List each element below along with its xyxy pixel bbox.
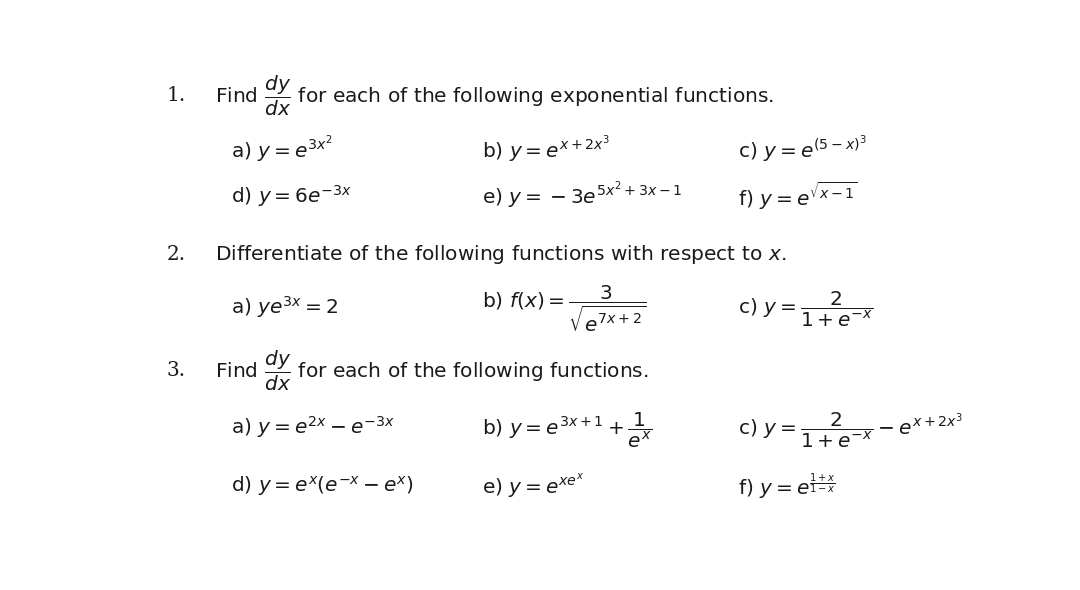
Text: $\mathrm{e)}\ y = -3e^{5x^2+3x-1}$: $\mathrm{e)}\ y = -3e^{5x^2+3x-1}$ [483, 181, 683, 211]
Text: 1.: 1. [166, 86, 186, 105]
Text: $\mathrm{b)}\ f(x) = \dfrac{3}{\sqrt{e^{7x+2}}}$: $\mathrm{b)}\ f(x) = \dfrac{3}{\sqrt{e^{… [483, 284, 647, 335]
Text: $\mathrm{c)}\ y = e^{(5-x)^3}$: $\mathrm{c)}\ y = e^{(5-x)^3}$ [738, 135, 866, 165]
Text: $\mathrm{d)}\ y = 6e^{-3x}$: $\mathrm{d)}\ y = 6e^{-3x}$ [231, 183, 352, 209]
Text: 2.: 2. [166, 245, 186, 264]
Text: $\mathrm{Find}\ \dfrac{dy}{dx}\ \mathrm{for\ each\ of\ the\ following\ functions: $\mathrm{Find}\ \dfrac{dy}{dx}\ \mathrm{… [215, 349, 648, 393]
Text: 3.: 3. [166, 361, 186, 380]
Text: $\mathrm{e)}\ y = e^{xe^x}$: $\mathrm{e)}\ y = e^{xe^x}$ [483, 473, 584, 500]
Text: $\mathrm{a)}\ y = e^{3x^2}$: $\mathrm{a)}\ y = e^{3x^2}$ [231, 135, 333, 165]
Text: $\mathrm{a)}\ y = e^{2x} - e^{-3x}$: $\mathrm{a)}\ y = e^{2x} - e^{-3x}$ [231, 415, 395, 440]
Text: $\mathrm{f)}\ y = e^{\sqrt{x-1}}$: $\mathrm{f)}\ y = e^{\sqrt{x-1}}$ [738, 180, 858, 212]
Text: $\mathrm{a)}\ ye^{3x} = 2$: $\mathrm{a)}\ ye^{3x} = 2$ [231, 294, 339, 320]
Text: $\mathrm{Differentiate\ of\ the\ following\ functions\ with\ respect\ to}\ x.$: $\mathrm{Differentiate\ of\ the\ followi… [215, 243, 786, 266]
Text: $\mathrm{Find}\ \dfrac{dy}{dx}\ \mathrm{for\ each\ of\ the\ following\ exponenti: $\mathrm{Find}\ \dfrac{dy}{dx}\ \mathrm{… [215, 74, 773, 118]
Text: $\mathrm{b)}\ y = e^{x+2x^3}$: $\mathrm{b)}\ y = e^{x+2x^3}$ [483, 135, 610, 165]
Text: $\mathrm{b)}\ y = e^{3x+1} + \dfrac{1}{e^x}$: $\mathrm{b)}\ y = e^{3x+1} + \dfrac{1}{e… [483, 410, 652, 450]
Text: $\mathrm{f)}\ y = e^{\frac{1+x}{1-x}}$: $\mathrm{f)}\ y = e^{\frac{1+x}{1-x}}$ [738, 471, 835, 502]
Text: $\mathrm{c)}\ y = \dfrac{2}{1+e^{-x}} - e^{x+2x^3}$: $\mathrm{c)}\ y = \dfrac{2}{1+e^{-x}} - … [738, 410, 962, 450]
Text: $\mathrm{c)}\ y = \dfrac{2}{1+e^{-x}}$: $\mathrm{c)}\ y = \dfrac{2}{1+e^{-x}}$ [738, 290, 874, 329]
Text: $\mathrm{d)}\ y = e^x(e^{-x} - e^x)$: $\mathrm{d)}\ y = e^x(e^{-x} - e^x)$ [231, 474, 414, 499]
